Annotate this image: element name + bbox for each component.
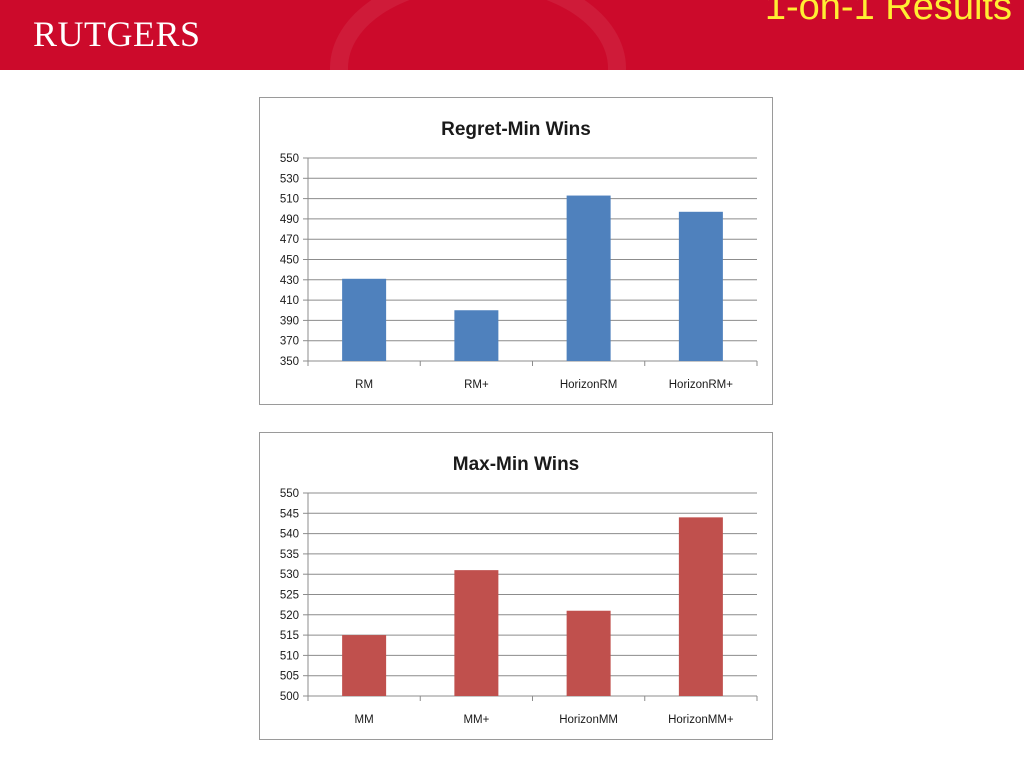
x-tick-label: HorizonMM+ — [668, 714, 734, 726]
x-tick-label: RM — [355, 379, 373, 391]
y-tick-label: 370 — [280, 336, 299, 348]
y-tick-label: 520 — [280, 610, 299, 622]
bar-mm — [342, 635, 387, 696]
y-tick-label: 510 — [280, 194, 299, 206]
y-tick-label: 490 — [280, 214, 299, 226]
chart-title: Regret-Min Wins — [441, 119, 591, 140]
y-tick-label: 410 — [280, 295, 299, 307]
y-tick-label: 550 — [280, 488, 299, 500]
max-min-wins-plot: Max-Min Wins 500 505 510 515 520 525 530 535 540 5… — [280, 454, 758, 726]
y-tick-label: 430 — [280, 275, 299, 287]
regret-min-wins-chart: Regret-Min Wins 350 370 390 410 430 450 470 490 5… — [259, 97, 773, 405]
bar-horizonmm-plus — [678, 517, 723, 696]
y-tick-label: 540 — [280, 529, 299, 541]
x-tick-label: RM+ — [464, 379, 489, 391]
y-tick-label: 500 — [280, 691, 299, 703]
y-tick-label: 505 — [280, 671, 299, 683]
x-tick-label: HorizonRM — [560, 379, 618, 391]
y-tick-label: 530 — [280, 569, 299, 581]
x-tick-label: MM — [355, 714, 374, 726]
bar-mm-plus — [454, 570, 499, 696]
header-watermark-pattern — [330, 0, 626, 70]
rutgers-logo: RUTGERS — [33, 14, 201, 54]
y-tick-label: 510 — [280, 650, 299, 662]
y-tick-label: 470 — [280, 234, 299, 246]
y-tick-label: 525 — [280, 590, 299, 602]
slide-title: 1-on-1 Results — [764, 0, 1012, 28]
y-tick-label: 390 — [280, 315, 299, 327]
y-tick-label: 515 — [280, 630, 299, 642]
regret-min-wins-plot: Regret-Min Wins 350 370 390 410 430 450 470 490 5… — [280, 119, 758, 391]
slide-header: RUTGERS 1-on-1 Results — [0, 0, 1024, 70]
x-tick-label: MM+ — [463, 714, 489, 726]
y-tick-label: 450 — [280, 255, 299, 267]
y-tick-label: 530 — [280, 173, 299, 185]
max-min-wins-chart: Max-Min Wins 500 505 510 515 520 525 530 535 540 5… — [259, 432, 773, 740]
y-tick-label: 545 — [280, 508, 299, 520]
bar-rm — [342, 278, 387, 361]
x-tick-label: HorizonRM+ — [669, 379, 734, 391]
bar-rm-plus — [454, 310, 499, 361]
bar-horizonrm — [566, 195, 611, 361]
bar-horizonmm — [566, 610, 611, 696]
x-tick-label: HorizonMM — [559, 714, 618, 726]
chart-title: Max-Min Wins — [453, 454, 580, 475]
y-tick-label: 350 — [280, 356, 299, 368]
y-tick-label: 535 — [280, 549, 299, 561]
y-tick-label: 550 — [280, 153, 299, 165]
bar-horizonrm-plus — [678, 211, 723, 361]
